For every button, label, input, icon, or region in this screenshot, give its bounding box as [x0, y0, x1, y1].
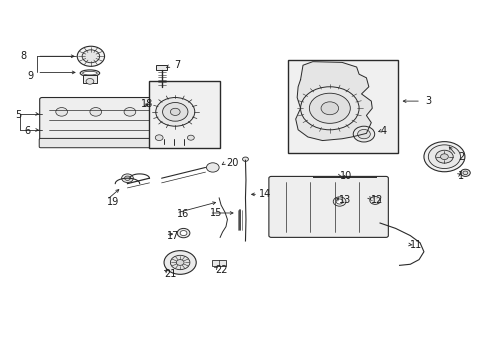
Bar: [156, 64, 167, 69]
Circle shape: [155, 135, 163, 140]
Text: 21: 21: [163, 269, 176, 279]
Circle shape: [357, 130, 369, 139]
Bar: [211, 260, 226, 266]
Circle shape: [206, 163, 219, 172]
Circle shape: [156, 98, 194, 126]
Circle shape: [170, 108, 180, 116]
Text: 19: 19: [107, 197, 119, 207]
Text: 18: 18: [141, 99, 153, 109]
Text: 3: 3: [424, 96, 430, 106]
Circle shape: [82, 50, 100, 63]
Circle shape: [187, 135, 194, 140]
Circle shape: [300, 87, 358, 130]
Circle shape: [162, 103, 187, 121]
Text: 15: 15: [210, 208, 223, 218]
Circle shape: [242, 157, 248, 161]
Text: 2: 2: [457, 152, 464, 162]
Text: 14: 14: [259, 189, 271, 199]
Bar: [82, 75, 97, 83]
Circle shape: [462, 171, 467, 175]
Circle shape: [170, 255, 189, 270]
Circle shape: [369, 197, 380, 204]
Circle shape: [86, 78, 94, 84]
Text: 20: 20: [225, 158, 238, 168]
FancyBboxPatch shape: [39, 138, 159, 148]
Circle shape: [309, 93, 349, 123]
Circle shape: [124, 108, 136, 116]
Text: 12: 12: [370, 195, 383, 205]
Circle shape: [427, 145, 460, 168]
Text: 8: 8: [20, 51, 26, 61]
Text: 7: 7: [173, 60, 180, 70]
Circle shape: [122, 174, 133, 183]
Ellipse shape: [80, 70, 100, 76]
Text: 17: 17: [166, 231, 179, 240]
Circle shape: [300, 87, 358, 130]
Circle shape: [90, 108, 102, 116]
Text: 6: 6: [24, 126, 30, 136]
Circle shape: [332, 197, 345, 206]
Text: 22: 22: [215, 265, 227, 275]
Text: 9: 9: [27, 71, 34, 81]
Circle shape: [352, 126, 374, 142]
FancyBboxPatch shape: [40, 98, 159, 140]
Bar: [288, 60, 397, 153]
Circle shape: [440, 154, 447, 159]
Circle shape: [176, 260, 183, 265]
Text: 1: 1: [457, 171, 463, 181]
Circle shape: [163, 251, 196, 274]
Bar: [149, 81, 220, 148]
Circle shape: [56, 108, 67, 116]
Text: 13: 13: [338, 195, 350, 205]
Text: 4: 4: [380, 126, 386, 135]
Text: 5: 5: [15, 111, 21, 121]
Circle shape: [321, 102, 338, 115]
Circle shape: [335, 199, 342, 204]
FancyBboxPatch shape: [268, 176, 387, 237]
Circle shape: [309, 93, 349, 123]
Circle shape: [435, 150, 452, 163]
Polygon shape: [295, 62, 371, 140]
Circle shape: [177, 228, 189, 238]
Text: 11: 11: [409, 240, 422, 250]
Text: 16: 16: [177, 209, 189, 219]
Text: 10: 10: [339, 171, 351, 181]
Circle shape: [423, 141, 464, 172]
Ellipse shape: [82, 71, 97, 75]
Circle shape: [124, 176, 130, 180]
Circle shape: [321, 102, 338, 115]
Circle shape: [460, 169, 469, 176]
Circle shape: [77, 46, 104, 66]
Circle shape: [180, 230, 186, 235]
